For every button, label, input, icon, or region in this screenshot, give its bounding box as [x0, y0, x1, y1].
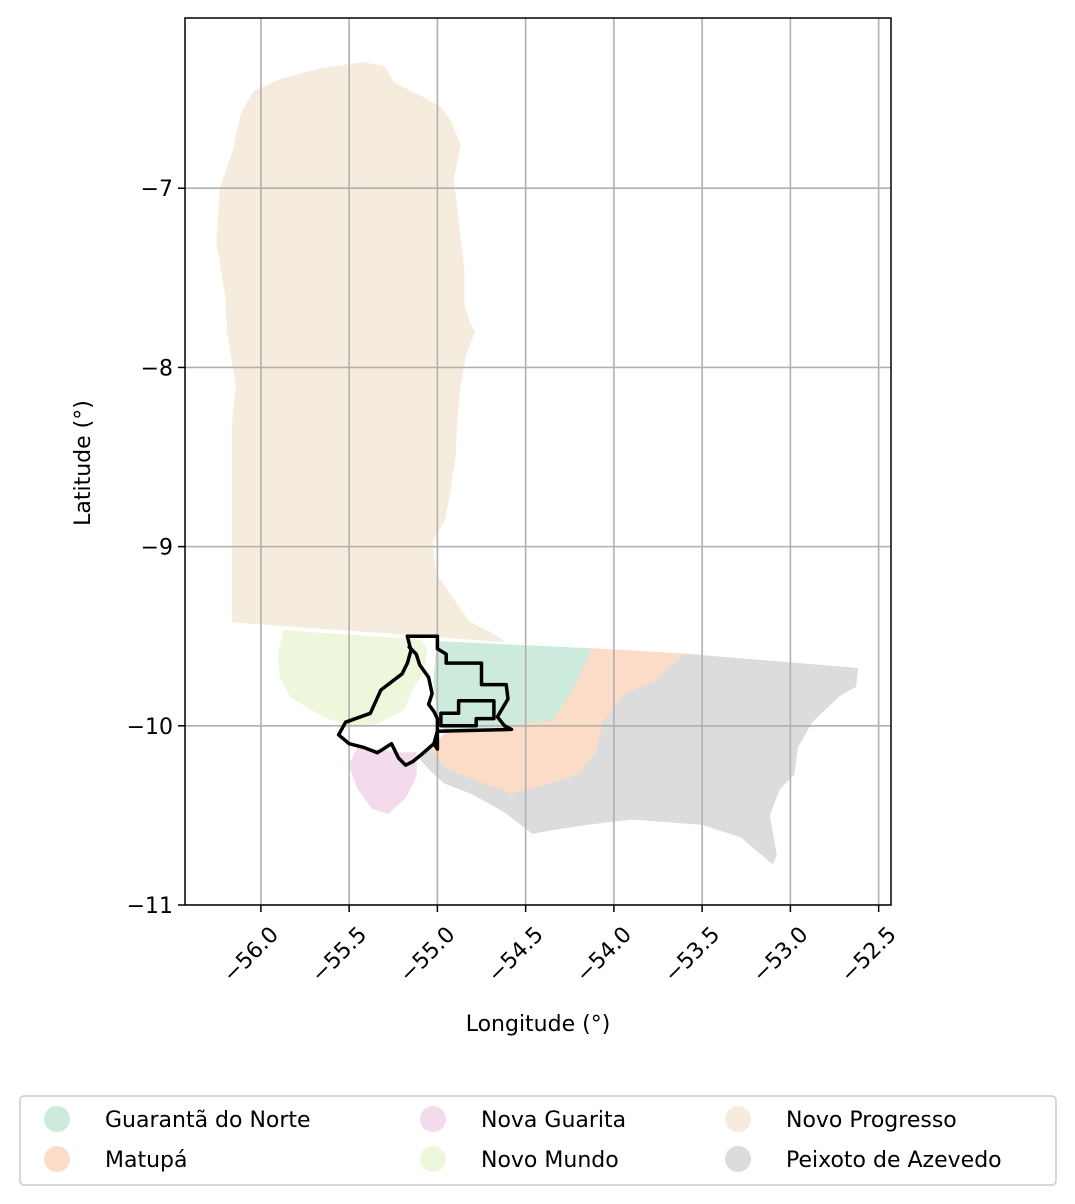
region-novo-mundo: [277, 630, 428, 727]
x-tick-label: −55.5: [307, 922, 372, 987]
legend-marker: [725, 1146, 751, 1172]
x-tick-label: −52.5: [836, 922, 901, 987]
x-tick-label: −55.0: [395, 922, 460, 987]
y-tick-label: −9: [141, 536, 173, 561]
legend-marker: [44, 1146, 70, 1172]
y-tick-label: −8: [141, 356, 173, 381]
region-novo-progresso: [216, 62, 505, 643]
legend-box: [19, 1095, 1057, 1186]
x-tick-label: −53.5: [660, 922, 725, 987]
legend-label: Novo Progresso: [786, 1108, 957, 1133]
x-tick-label: −53.0: [748, 922, 813, 987]
legend-marker: [420, 1146, 446, 1172]
gridlines: [185, 18, 891, 905]
plot-frame: [184, 17, 892, 906]
region-peixoto-de-azevedo: [419, 653, 859, 865]
outline-path: [405, 634, 514, 751]
y-axis-label: Latitude (°): [71, 400, 96, 526]
legend-label: Matupá: [105, 1148, 187, 1173]
y-tick-label: −11: [127, 894, 173, 919]
legend-label: Guarantã do Norte: [105, 1108, 311, 1133]
x-axis-label: Longitude (°): [466, 1012, 611, 1037]
y-axis-ticks: −7 −8 −9 −10 −11: [127, 177, 185, 919]
x-tick-label: −56.0: [219, 922, 284, 987]
outline-path: [439, 698, 496, 728]
x-axis-ticks: −56.0 −55.5 −55.0 −54.5 −54.0 −53.5 −53.0 −52.5: [219, 905, 902, 988]
legend: Guarantã do Norte Matupá Nova Guarita Novo …: [19, 1095, 1057, 1186]
y-tick-label: −10: [127, 715, 173, 740]
outline-path: [336, 634, 436, 767]
region-nova-guarita: [348, 746, 417, 815]
legend-label: Peixoto de Azevedo: [786, 1148, 1002, 1173]
legend-marker: [725, 1106, 751, 1132]
legend-label: Nova Guarita: [481, 1108, 626, 1133]
x-tick-label: −54.0: [572, 922, 637, 987]
legend-marker: [420, 1106, 446, 1132]
y-tick-label: −7: [141, 177, 173, 202]
study-area-outline: [336, 634, 514, 767]
x-tick-label: −54.5: [483, 922, 548, 987]
municipality-regions: [216, 62, 859, 865]
legend-marker: [44, 1106, 70, 1132]
legend-label: Novo Mundo: [481, 1148, 619, 1173]
